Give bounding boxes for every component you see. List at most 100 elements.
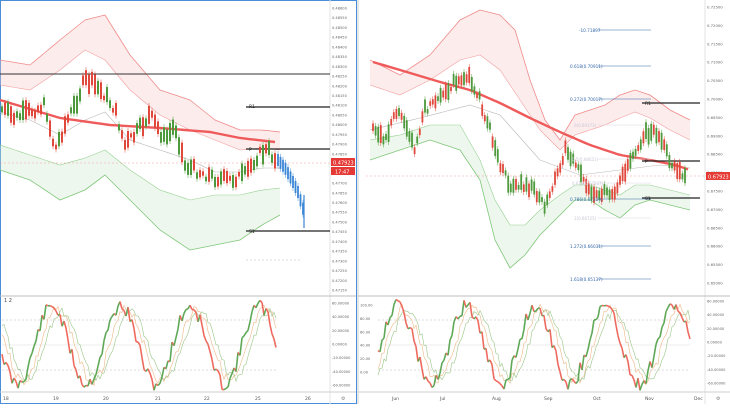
left-projection-candle bbox=[287, 167, 289, 179]
right-price-tick-11: 0.67000 bbox=[707, 207, 723, 212]
osc-main-segment bbox=[266, 309, 268, 312]
osc-main-segment bbox=[478, 321, 480, 333]
osc-main-segment bbox=[658, 337, 660, 339]
osc-main-segment bbox=[494, 379, 496, 381]
left-candle bbox=[139, 118, 141, 129]
osc-main-segment bbox=[174, 338, 176, 346]
left-candle bbox=[184, 160, 186, 170]
right-candle bbox=[544, 202, 546, 214]
left-price-tick-2: 0.48500 bbox=[332, 26, 348, 30]
osc-main-segment bbox=[412, 329, 414, 341]
right-candle bbox=[630, 153, 632, 168]
right-price-tick-13: 0.66000 bbox=[707, 244, 723, 249]
right-candle bbox=[450, 87, 452, 91]
osc-main-segment bbox=[486, 348, 488, 362]
right-candle bbox=[643, 131, 645, 143]
osc-main-segment bbox=[274, 339, 276, 348]
left-price-tick-12: 0.48000 bbox=[332, 123, 348, 127]
right-candle bbox=[552, 186, 554, 191]
left-price-tick-1: 0.48550 bbox=[332, 16, 348, 20]
osc-main-segment bbox=[240, 338, 242, 356]
right-settings-icon[interactable]: ⚙ bbox=[716, 396, 721, 402]
right-candle bbox=[406, 120, 408, 136]
right-candle bbox=[372, 123, 374, 131]
osc-main-segment bbox=[540, 308, 542, 316]
left-candle bbox=[199, 170, 201, 177]
osc-main-segment bbox=[186, 309, 188, 310]
left-oscillator-pane bbox=[2, 300, 276, 390]
right-candle bbox=[416, 137, 418, 144]
osc-main-segment bbox=[666, 307, 668, 311]
left-projection-candle bbox=[285, 163, 287, 175]
osc-main-segment bbox=[662, 323, 664, 327]
osc-main-segment bbox=[618, 336, 620, 343]
fib-label-1: 0.618(0.70911) bbox=[570, 64, 603, 69]
osc-main-segment bbox=[528, 313, 530, 319]
right-candle bbox=[401, 113, 403, 120]
right-candle bbox=[396, 109, 398, 119]
osc-main-segment bbox=[462, 300, 464, 315]
left-projection-candle bbox=[282, 160, 284, 172]
osc-main-segment bbox=[108, 320, 110, 330]
osc-main-segment bbox=[76, 370, 78, 378]
left-settings-icon[interactable]: ⚙ bbox=[341, 396, 346, 402]
right-price-tick-0: 0.72500 bbox=[707, 5, 723, 10]
right-candle bbox=[669, 155, 671, 168]
osc-main-segment bbox=[438, 373, 440, 379]
left-candle bbox=[259, 147, 261, 153]
osc-main-segment bbox=[248, 322, 250, 331]
left-candle bbox=[223, 169, 225, 181]
right-candle bbox=[549, 191, 551, 198]
right-candle bbox=[419, 129, 421, 135]
osc-main-segment bbox=[470, 302, 472, 316]
osc-main-segment bbox=[160, 377, 162, 383]
right-candle bbox=[468, 67, 470, 83]
osc-main-segment bbox=[608, 306, 610, 307]
osc-main-segment bbox=[246, 330, 248, 332]
right-candle bbox=[427, 109, 429, 113]
osc-main-segment bbox=[490, 360, 492, 365]
left-price-tick-18: 0.47700 bbox=[332, 182, 348, 186]
left-candle bbox=[202, 171, 204, 175]
osc-main-segment bbox=[244, 333, 246, 336]
left-price-tick-27: 0.47250 bbox=[332, 269, 348, 273]
left-candle bbox=[160, 132, 162, 143]
osc-main-segment bbox=[630, 375, 632, 376]
osc-main-segment bbox=[40, 315, 42, 331]
right-oscillator-pane bbox=[378, 300, 690, 391]
left-osc-tick-1: 40.00000 bbox=[332, 315, 350, 319]
right-candle bbox=[684, 168, 686, 183]
left-candle bbox=[115, 103, 117, 116]
right-candle bbox=[390, 119, 392, 126]
left-candle bbox=[226, 171, 228, 183]
left-price-tick-15: 0.47850 bbox=[332, 152, 348, 156]
right-candle bbox=[614, 187, 616, 200]
osc-main-segment bbox=[74, 366, 76, 370]
osc-main-segment bbox=[422, 369, 424, 380]
osc-main-segment bbox=[26, 367, 28, 379]
right-candle bbox=[437, 96, 439, 101]
osc-main-segment bbox=[210, 351, 212, 359]
osc-main-segment bbox=[84, 385, 86, 387]
osc-main-segment bbox=[216, 369, 218, 371]
osc-main-segment bbox=[66, 328, 68, 340]
left-price-tick-24: 0.47400 bbox=[332, 240, 348, 244]
osc-main-segment bbox=[116, 306, 118, 315]
left-candle bbox=[4, 103, 6, 115]
osc-main-segment bbox=[560, 372, 562, 380]
left-candle bbox=[43, 97, 45, 105]
right-candle bbox=[611, 189, 613, 199]
right-osc-tick-r-4: -20.00000 bbox=[707, 354, 726, 358]
right-date-2: Aug bbox=[492, 396, 501, 402]
osc-main-segment bbox=[616, 325, 618, 336]
left-candle bbox=[187, 163, 189, 175]
fib-label-2: 0.272(0.70017) bbox=[570, 97, 603, 102]
osc-main-segment bbox=[524, 314, 526, 329]
right-candle bbox=[526, 177, 528, 191]
osc-main-segment bbox=[590, 333, 592, 340]
left-candle bbox=[121, 130, 123, 138]
osc-main-segment bbox=[442, 360, 444, 363]
left-candle bbox=[1, 106, 3, 112]
left-candle bbox=[16, 111, 18, 118]
